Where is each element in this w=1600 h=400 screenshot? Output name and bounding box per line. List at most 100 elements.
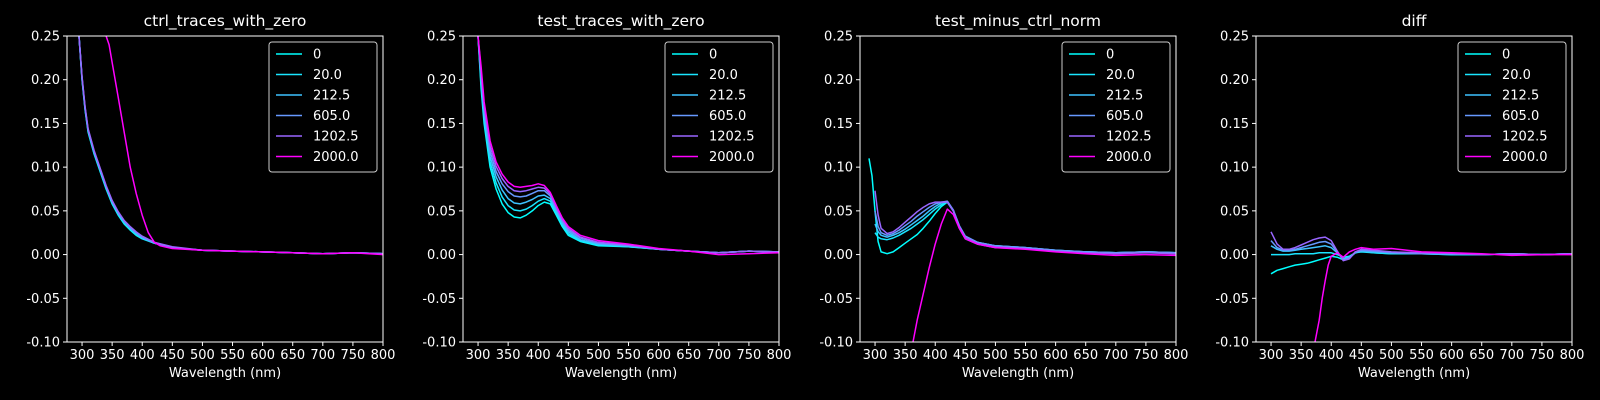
legend-label: 2000.0: [1502, 150, 1548, 165]
legend-label: 0: [1502, 48, 1510, 63]
x-tick-label: 650: [1469, 348, 1494, 363]
x-tick-label: 550: [616, 348, 641, 363]
chart-title: test_traces_with_zero: [537, 12, 704, 31]
y-tick-label: 0.20: [427, 73, 456, 88]
legend-label: 605.0: [709, 109, 746, 124]
x-tick-label: 700: [1103, 348, 1128, 363]
chart-title: diff: [1402, 12, 1427, 30]
x-tick-label: 300: [1259, 348, 1284, 363]
x-tick-label: 750: [1133, 348, 1158, 363]
legend-label: 0: [1106, 48, 1114, 63]
series-group: [868, 158, 1176, 342]
y-tick-label: 0.15: [31, 117, 60, 132]
x-tick-label: 650: [280, 348, 305, 363]
x-tick-label: 300: [70, 348, 95, 363]
series-group: [1270, 231, 1572, 342]
series-line-0: [868, 158, 1176, 255]
x-axis-label: Wavelength (nm): [169, 366, 281, 381]
x-tick-label: 600: [1043, 348, 1068, 363]
legend-label: 212.5: [1502, 89, 1539, 104]
y-tick-label: 0.20: [824, 73, 853, 88]
x-tick-label: 350: [496, 348, 521, 363]
y-tick-label: -0.05: [819, 292, 853, 307]
legend-label: 20.0: [313, 68, 342, 83]
legend-label: 1202.5: [1106, 130, 1152, 145]
x-tick-label: 400: [130, 348, 155, 363]
x-axis-label: Wavelength (nm): [962, 366, 1074, 381]
y-tick-label: -0.05: [26, 292, 60, 307]
x-tick-label: 600: [646, 348, 671, 363]
x-tick-label: 450: [953, 348, 978, 363]
legend-label: 20.0: [1106, 68, 1135, 83]
x-tick-label: 800: [371, 348, 396, 363]
legend-label: 605.0: [1502, 109, 1539, 124]
x-tick-label: 750: [340, 348, 365, 363]
y-tick-label: -0.10: [26, 336, 60, 351]
x-tick-label: 550: [220, 348, 245, 363]
y-tick-label: -0.05: [1215, 292, 1249, 307]
x-tick-label: 800: [1164, 348, 1189, 363]
x-tick-label: 450: [556, 348, 581, 363]
chart-title: test_minus_ctrl_norm: [935, 12, 1101, 31]
y-tick-label: 0.20: [31, 73, 60, 88]
series-group: [78, 36, 383, 256]
chart-panel-0: 300 350 400 450 500 550 600 650 700 750 800 -0.10 -0…: [26, 12, 395, 381]
chart-panel-2: 300 350 400 450 500 550 600 650 700 750 800 -0.10 -0…: [819, 12, 1188, 381]
y-tick-label: 0.25: [824, 30, 853, 45]
y-tick-label: 0.25: [31, 30, 60, 45]
y-tick-label: 0.25: [1220, 30, 1249, 45]
legend-label: 212.5: [1106, 89, 1143, 104]
x-tick-label: 500: [190, 348, 215, 363]
legend: 0 20.0 212.5 605.0 1202.5 2000.0: [1457, 41, 1567, 173]
legend-label: 2000.0: [313, 150, 359, 165]
x-tick-label: 750: [1529, 348, 1554, 363]
legend-label: 1202.5: [1502, 130, 1548, 145]
legend-label: 212.5: [709, 89, 746, 104]
x-tick-label: 400: [526, 348, 551, 363]
series-line-1202.5: [874, 190, 1176, 255]
legend: 0 20.0 212.5 605.0 1202.5 2000.0: [268, 41, 378, 173]
x-tick-label: 400: [923, 348, 948, 363]
y-tick-label: 0.15: [1220, 117, 1249, 132]
x-tick-label: 500: [983, 348, 1008, 363]
legend-label: 1202.5: [313, 130, 359, 145]
x-tick-label: 500: [1379, 348, 1404, 363]
axes-frame: [1255, 35, 1573, 343]
y-tick-label: 0.15: [427, 117, 456, 132]
y-tick-label: -0.10: [819, 336, 853, 351]
x-tick-label: 450: [160, 348, 185, 363]
x-tick-label: 500: [586, 348, 611, 363]
y-tick-label: -0.10: [422, 336, 456, 351]
legend: 0 20.0 212.5 605.0 1202.5 2000.0: [664, 41, 774, 173]
x-axis-label: Wavelength (nm): [565, 366, 677, 381]
x-tick-label: 350: [893, 348, 918, 363]
y-tick-label: 0.05: [1220, 204, 1249, 219]
series-line-2000.0: [912, 208, 1176, 342]
x-tick-label: 300: [466, 348, 491, 363]
legend-label: 605.0: [313, 109, 350, 124]
legend-label: 0: [313, 48, 321, 63]
y-tick-label: -0.10: [1215, 336, 1249, 351]
x-tick-label: 300: [863, 348, 888, 363]
legend-label: 2000.0: [709, 150, 755, 165]
y-tick-label: 0.05: [824, 204, 853, 219]
series-line-1202.5: [477, 36, 779, 254]
legend-label: 20.0: [709, 68, 738, 83]
legend-label: 605.0: [1106, 109, 1143, 124]
chart-panel-3: 300 350 400 450 500 550 600 650 700 750 800 -0.10 -0…: [1215, 12, 1584, 381]
series-line-2000.0: [1314, 246, 1572, 342]
y-tick-label: 0.10: [31, 161, 60, 176]
chart-title: ctrl_traces_with_zero: [144, 12, 307, 31]
y-tick-label: 0.10: [427, 161, 456, 176]
x-tick-label: 800: [767, 348, 792, 363]
x-tick-label: 400: [1319, 348, 1344, 363]
x-tick-label: 600: [1439, 348, 1464, 363]
x-tick-label: 650: [676, 348, 701, 363]
y-tick-label: 0.25: [427, 30, 456, 45]
x-tick-label: 600: [250, 348, 275, 363]
series-group: [477, 36, 779, 256]
legend-label: 0: [709, 48, 717, 63]
series-line-605.0: [1270, 240, 1572, 261]
y-tick-label: 0.15: [824, 117, 853, 132]
